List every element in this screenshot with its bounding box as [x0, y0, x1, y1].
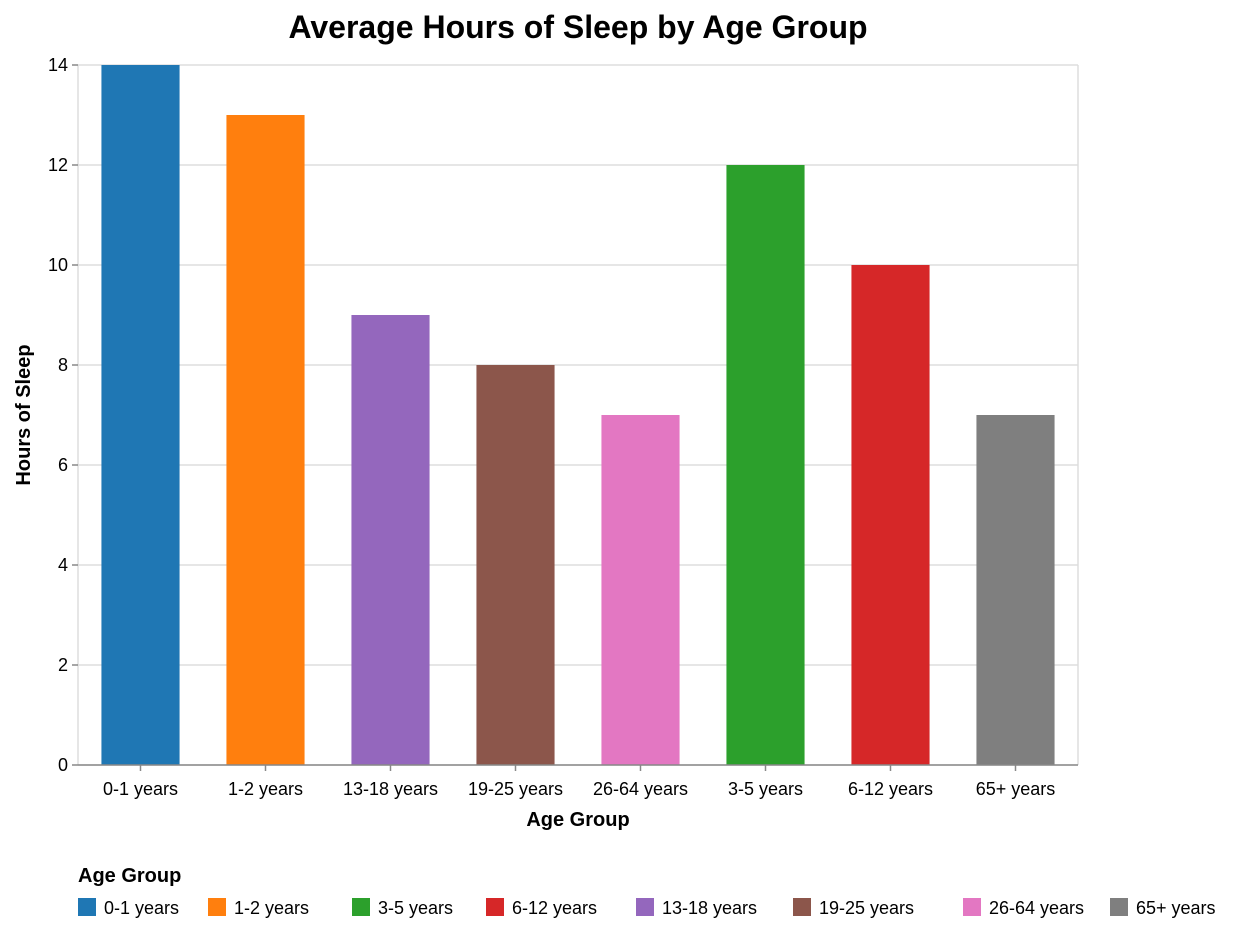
legend-item: 13-18 years: [636, 898, 757, 918]
legend-swatch: [963, 898, 981, 916]
x-tick-label: 6-12 years: [848, 779, 933, 799]
legend-swatch: [78, 898, 96, 916]
legend-swatch: [793, 898, 811, 916]
y-tick-label: 8: [58, 355, 68, 375]
legend-item: 65+ years: [1110, 898, 1216, 918]
legend-label: 3-5 years: [378, 898, 453, 918]
bar-65-years: [976, 415, 1055, 765]
legend-swatch: [208, 898, 226, 916]
legend: Age Group 0-1 years 1-2 years 3-5 years 6-1…: [78, 865, 1216, 918]
legend-label: 19-25 years: [819, 898, 914, 918]
x-tick-label: 13-18 years: [343, 779, 438, 799]
legend-swatch: [352, 898, 370, 916]
y-axis-title: Hours of Sleep: [13, 344, 35, 485]
x-tick-label: 26-64 years: [593, 779, 688, 799]
bar-0-1-years: [101, 65, 180, 765]
x-tick-label: 0-1 years: [103, 779, 178, 799]
bars: [101, 65, 1055, 765]
bar-1-2-years: [226, 115, 305, 765]
legend-item: 6-12 years: [486, 898, 597, 918]
legend-swatch: [636, 898, 654, 916]
x-tick-label: 65+ years: [976, 779, 1056, 799]
x-tick-label: 19-25 years: [468, 779, 563, 799]
x-tick-label: 3-5 years: [728, 779, 803, 799]
bar-26-64-years: [601, 415, 680, 765]
legend-label: 1-2 years: [234, 898, 309, 918]
legend-label: 26-64 years: [989, 898, 1084, 918]
legend-item: 0-1 years: [78, 898, 179, 918]
y-tick-label: 2: [58, 655, 68, 675]
legend-title: Age Group: [78, 865, 181, 887]
bar-19-25-years: [476, 365, 555, 765]
legend-swatch: [1110, 898, 1128, 916]
legend-label: 6-12 years: [512, 898, 597, 918]
bar-13-18-years: [351, 315, 430, 765]
legend-item: 3-5 years: [352, 898, 453, 918]
y-tick-label: 6: [58, 455, 68, 475]
x-tick-label: 1-2 years: [228, 779, 303, 799]
bar-6-12-years: [851, 265, 930, 765]
legend-label: 13-18 years: [662, 898, 757, 918]
legend-swatch: [486, 898, 504, 916]
y-tick-label: 4: [58, 555, 68, 575]
axes: 0 2 4 6 8 10 12 14 0-1 years 1-2 years 13-18 years…: [48, 55, 1078, 799]
legend-item: 26-64 years: [963, 898, 1084, 918]
legend-label: 65+ years: [1136, 898, 1216, 918]
legend-item: 19-25 years: [793, 898, 914, 918]
x-axis-title: Age Group: [526, 809, 629, 831]
legend-label: 0-1 years: [104, 898, 179, 918]
y-tick-label: 0: [58, 755, 68, 775]
chart-title: Average Hours of Sleep by Age Group: [288, 9, 867, 45]
y-tick-label: 14: [48, 55, 68, 75]
legend-item: 1-2 years: [208, 898, 309, 918]
bar-3-5-years: [726, 165, 805, 765]
y-tick-label: 12: [48, 155, 68, 175]
y-tick-label: 10: [48, 255, 68, 275]
